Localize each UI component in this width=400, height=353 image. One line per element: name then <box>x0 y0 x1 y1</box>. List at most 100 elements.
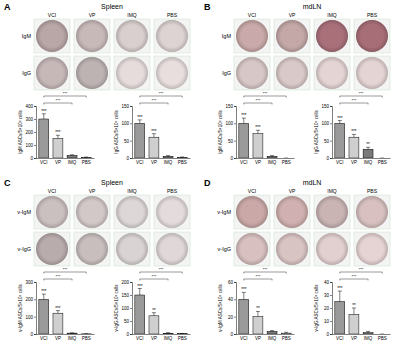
y-tick-label: 10 <box>324 319 330 324</box>
x-tick: VP <box>151 336 157 341</box>
y-tick-mark <box>130 308 132 309</box>
row-label: IgG <box>222 70 231 76</box>
well-frame <box>154 56 190 90</box>
bar <box>163 156 173 158</box>
well-frame <box>234 232 270 266</box>
significance-label: ** <box>152 308 156 313</box>
y-axis: 0204060 <box>228 280 237 337</box>
well <box>116 20 148 52</box>
y-axis-title: IgM ASCs/5×10⁵ cells <box>18 109 23 153</box>
x-tick-label: VCI <box>336 160 344 165</box>
y-tick: 100 <box>121 121 132 126</box>
y-tick-mark <box>130 106 132 107</box>
comparison-label: *** <box>359 267 364 272</box>
x-tick-label: VCI <box>240 336 248 341</box>
y-axis-line <box>330 283 333 335</box>
comparison-label: *** <box>263 267 268 272</box>
well <box>356 57 388 89</box>
error-bar <box>366 331 370 332</box>
x-tick-label: VP <box>151 336 157 341</box>
x-tick: IMQ <box>68 336 77 341</box>
error-bar <box>284 332 288 334</box>
y-tick-label: 150 <box>121 293 129 298</box>
y-tick: 150 <box>121 293 132 298</box>
well-shade <box>156 233 188 265</box>
y-tick: 100 <box>321 121 332 126</box>
y-tick-label: 200 <box>121 280 129 285</box>
panel-title: Spleen <box>101 3 123 11</box>
bar-chart: ************0100200300400VCIVPIMQPBSIgM … <box>18 91 95 165</box>
significance-label: *** <box>241 113 247 118</box>
well-frame <box>154 19 190 53</box>
x-tick: IMQ <box>164 160 173 165</box>
y-tick-mark <box>130 141 132 142</box>
x-tick-label: IMQ <box>164 160 173 165</box>
x-tick-label: VP <box>351 336 357 341</box>
y-tick-mark <box>234 106 236 107</box>
x-tick-label: IMQ <box>68 160 77 165</box>
y-tick-mark <box>330 106 332 107</box>
panel-title: Spleen <box>101 179 123 187</box>
well-shade <box>36 57 68 89</box>
y-axis-line <box>130 283 133 335</box>
column-label: VCI <box>48 12 56 18</box>
well-shade <box>116 20 148 52</box>
bar <box>39 119 49 158</box>
y-tick-label: 0 <box>326 332 329 337</box>
y-tick-mark <box>234 123 236 124</box>
y-tick-mark <box>234 158 236 159</box>
y-tick-mark <box>130 158 132 159</box>
comparison-label: *** <box>63 91 68 96</box>
bars <box>135 289 187 335</box>
error-bar <box>284 158 288 159</box>
panel-letter: D <box>204 178 211 188</box>
row-label: IgM <box>22 33 32 39</box>
y-tick-label: 0 <box>30 332 33 337</box>
y-tick: 0 <box>326 332 332 337</box>
well <box>236 196 268 228</box>
well-shade <box>236 57 268 89</box>
significance-label: *** <box>137 284 143 289</box>
y-tick: 0 <box>326 156 332 161</box>
y-tick-mark <box>234 282 236 283</box>
bar <box>377 158 387 159</box>
y-tick: 50 <box>228 139 236 144</box>
y-tick-mark <box>34 106 36 107</box>
x-tick-label: VP <box>255 336 261 341</box>
y-tick: 100 <box>25 315 36 320</box>
x-tick-label: IMQ <box>364 336 373 341</box>
well-frame <box>34 56 70 90</box>
y-axis-title: IgG ASCs/5×10⁵ cells <box>114 110 119 154</box>
y-axis: 050100150 <box>225 104 236 161</box>
x-tick-label: PBS <box>282 336 291 341</box>
y-tick-label: 100 <box>321 121 329 126</box>
well <box>76 233 108 265</box>
bar <box>239 123 249 158</box>
well-frame <box>154 195 190 229</box>
y-tick-mark <box>330 308 332 309</box>
x-tick: PBS <box>178 336 187 341</box>
y-tick: 60 <box>228 280 236 285</box>
well-shade <box>236 196 268 228</box>
y-axis-line <box>234 107 237 159</box>
panel-letter: C <box>4 178 11 188</box>
comparison-label: *** <box>359 91 364 96</box>
bar <box>349 137 359 158</box>
well-shade <box>276 20 308 52</box>
y-axis: 050100150 <box>321 104 332 161</box>
well-frame <box>74 19 110 53</box>
x-tick-label: VP <box>55 160 61 165</box>
error-bar <box>138 120 142 123</box>
well-shade <box>236 20 268 52</box>
y-tick: 50 <box>324 139 332 144</box>
y-axis: 050100150200 <box>121 280 132 337</box>
error-bar <box>166 155 170 157</box>
comparison-label: *** <box>352 274 357 279</box>
y-tick: 300 <box>25 117 36 122</box>
row-label: v-IgG <box>218 246 231 252</box>
well-frame <box>114 56 150 90</box>
bar <box>253 134 263 158</box>
well <box>276 20 308 52</box>
x-tick-label: VCI <box>240 160 248 165</box>
bar <box>363 149 373 158</box>
